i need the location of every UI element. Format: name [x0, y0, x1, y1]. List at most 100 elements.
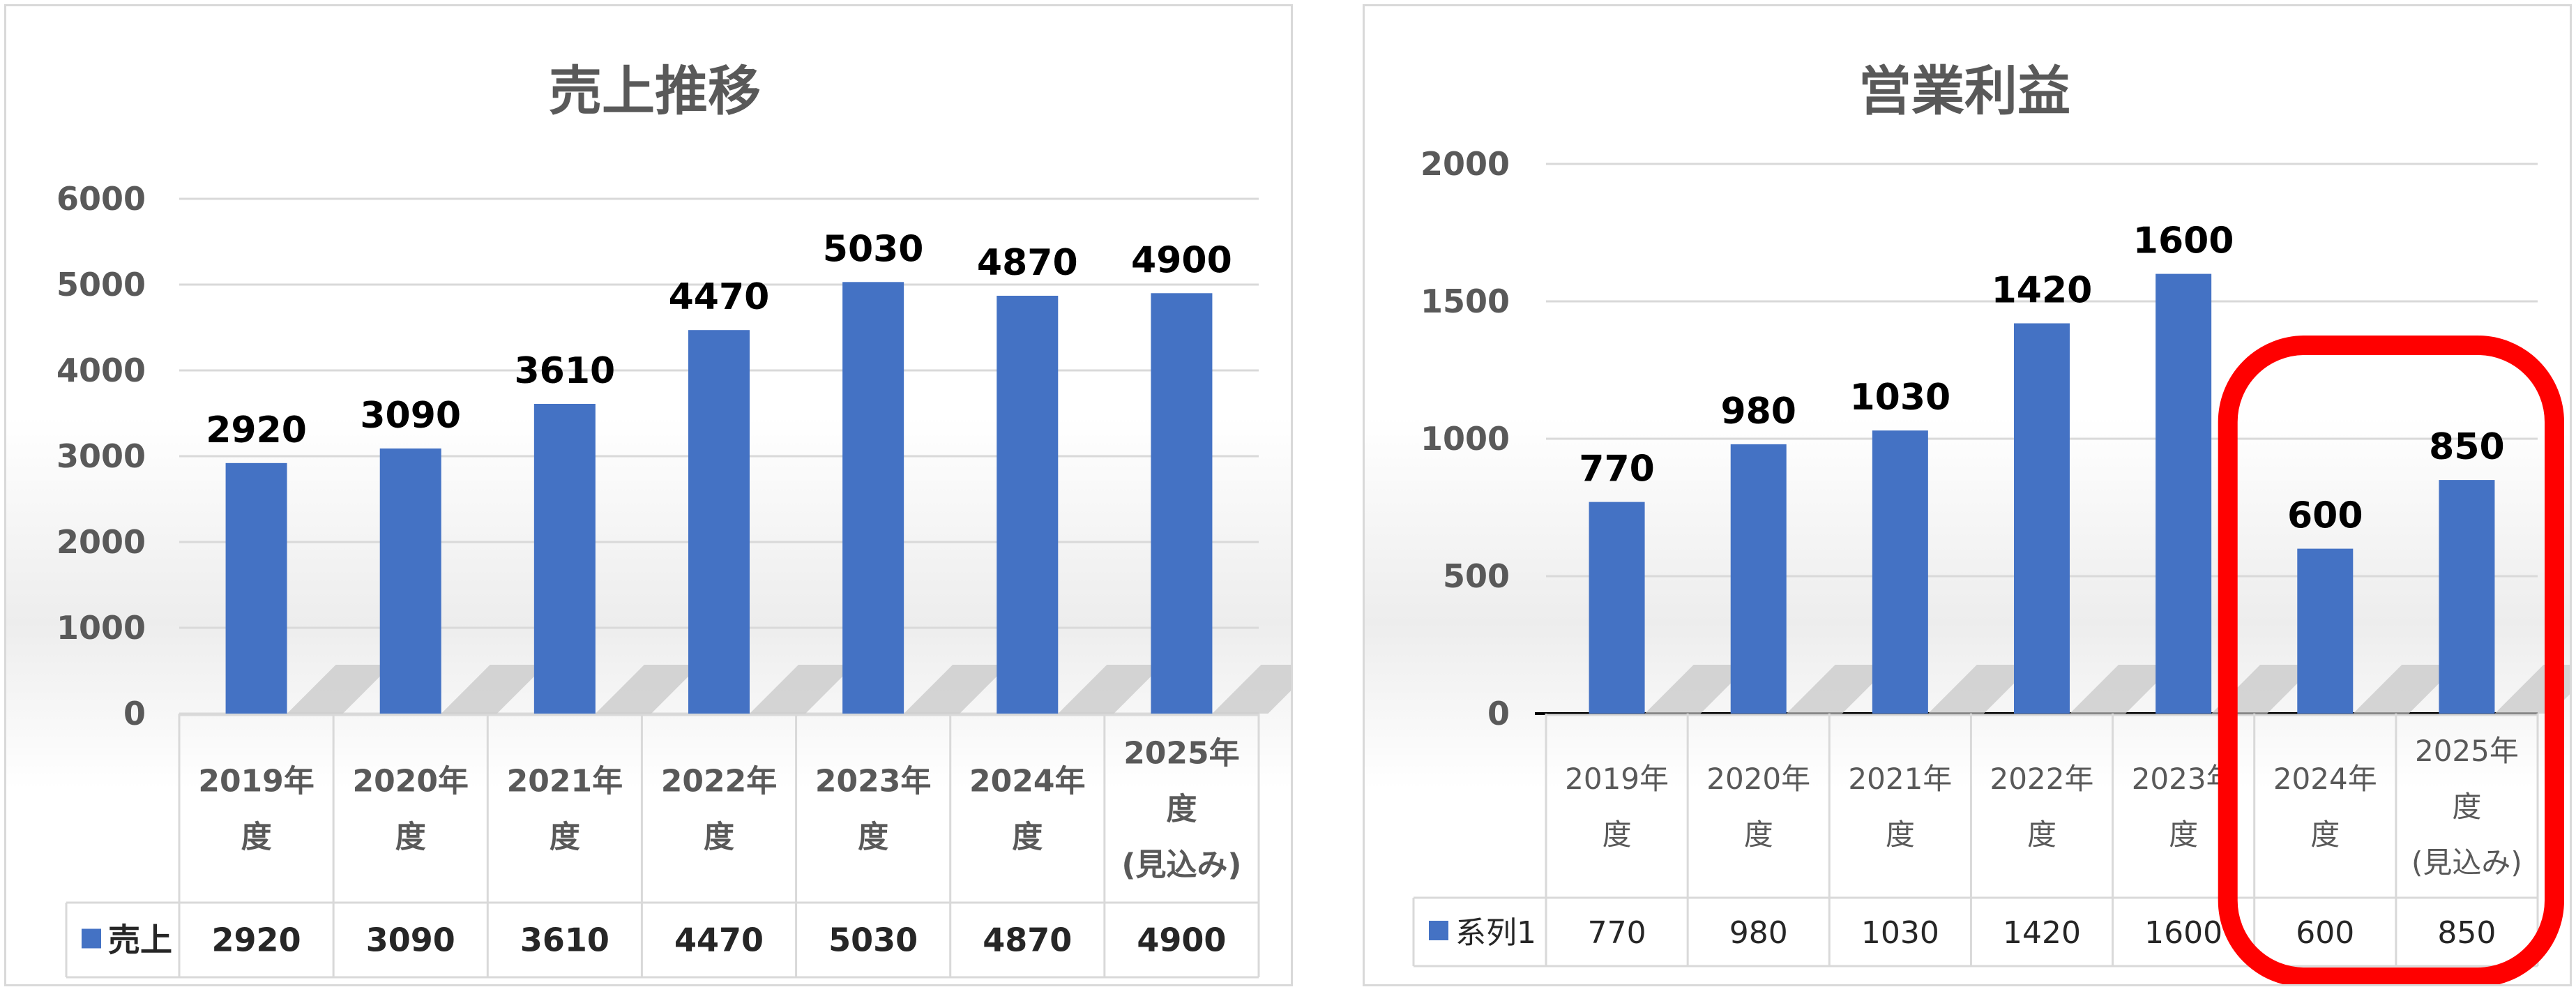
bar-0 [225, 462, 287, 714]
category-label: 2025年 [2415, 734, 2519, 768]
bar-5 [997, 295, 1059, 714]
bar-shadow [2353, 665, 2458, 714]
data-label: 5030 [823, 228, 924, 270]
y-tick-label: 1000 [56, 609, 146, 647]
y-tick-label: 1500 [1420, 283, 1510, 320]
chart-title: 売上推移 [549, 60, 761, 122]
category-label: 2019年 [1565, 762, 1669, 796]
data-label: 770 [1579, 449, 1655, 490]
bar-0 [1589, 502, 1645, 714]
category-label: 2021年 [507, 764, 623, 799]
category-label: 度 [241, 820, 272, 855]
category-label: 2019年 [198, 764, 314, 799]
category-label: 度 [704, 820, 734, 855]
legend-key [1429, 921, 1448, 940]
table-value: 4470 [674, 921, 764, 959]
table-value: 5030 [828, 921, 918, 959]
category-label: 度 [2452, 790, 2481, 824]
bar-1 [379, 448, 441, 714]
data-label: 1420 [1992, 270, 2093, 312]
data-label: 980 [1720, 391, 1796, 432]
data-label: 3610 [514, 350, 615, 392]
bar-5 [2297, 548, 2354, 714]
table-value: 980 [1729, 915, 1788, 951]
table-value: 1600 [2144, 915, 2222, 951]
category-label: 2020年 [1706, 762, 1810, 796]
table-value: 1030 [1861, 915, 1939, 951]
table-value: 1420 [2003, 915, 2081, 951]
bar-3 [688, 330, 750, 714]
chart-title: 営業利益 [1858, 60, 2070, 122]
bar-shadow [1212, 665, 1291, 714]
operating-profit-chart-panel: 営業利益 0 500 1000 1500 2000 770 980 1030 1420 1600 60… [1363, 4, 2572, 986]
series-name: 系列1 [1455, 915, 1536, 951]
bar-shadow [595, 665, 700, 714]
table-value: 770 [1588, 915, 1646, 951]
bar-2 [533, 403, 596, 714]
category-label: 2025年 [1123, 736, 1239, 771]
data-label: 2920 [206, 409, 307, 451]
sales-chart: 売上推移 0 1000 2000 3000 4000 5000 6000 2920 3090 361… [56, 60, 1291, 979]
category-label: 度 [550, 820, 580, 855]
y-tick-label: 500 [1443, 557, 1510, 595]
category-label: 2024年 [969, 764, 1085, 799]
data-label: 3090 [360, 395, 461, 437]
operating-profit-chart: 営業利益 0 500 1000 1500 2000 770 980 1030 1420 1600 60… [1412, 60, 2570, 984]
table-value: 4900 [1137, 921, 1226, 959]
bar-6 [2439, 480, 2495, 714]
table-value: 600 [2296, 915, 2354, 951]
highlight-box [2218, 336, 2564, 984]
y-tick-label: 2000 [1420, 145, 1510, 183]
bar-shadow [750, 665, 854, 714]
data-label: 4900 [1131, 239, 1232, 281]
series-name: 売上 [108, 921, 172, 959]
y-tick-label: 2000 [56, 523, 146, 561]
category-label: 度 [1603, 818, 1632, 852]
category-label: (見込み) [2411, 845, 2522, 880]
bar-4 [2155, 273, 2212, 714]
bar-1 [1730, 444, 1787, 714]
category-label: 度 [2027, 818, 2056, 852]
y-tick-label: 5000 [56, 266, 146, 303]
table-value: 3090 [366, 921, 455, 959]
bar-6 [1151, 293, 1213, 714]
bar-shadow [2070, 665, 2174, 714]
bar-2 [1872, 430, 1928, 714]
bar-shadow [904, 665, 1009, 714]
data-label: 1600 [2133, 220, 2234, 262]
y-tick-label: 3000 [56, 437, 146, 475]
category-label: 2023年 [815, 764, 931, 799]
bar-3 [2014, 323, 2070, 714]
category-label: 度 [1886, 818, 1915, 852]
bar-shadow [1927, 665, 2033, 714]
category-label: 2022年 [661, 764, 777, 799]
data-label: 600 [2287, 495, 2363, 537]
category-label: 度 [1166, 792, 1197, 827]
bar-shadow [441, 665, 546, 714]
y-tick-label: 0 [1487, 695, 1510, 732]
bar-shadow [1058, 665, 1163, 714]
data-label: 4470 [669, 276, 770, 318]
legend-key [82, 928, 101, 949]
bar-shadow [287, 665, 392, 714]
table-value: 4870 [983, 921, 1072, 959]
category-label: 2022年 [1990, 762, 2094, 796]
y-tick-label: 6000 [56, 180, 146, 218]
category-label: (見込み) [1121, 848, 1241, 883]
data-label: 1030 [1849, 377, 1950, 419]
table-value: 2920 [212, 921, 301, 959]
y-tick-label: 1000 [1420, 420, 1510, 458]
sales-chart-panel: 売上推移 0 1000 2000 3000 4000 5000 6000 2920 3090 361… [4, 4, 1293, 986]
bar-shadow [1786, 665, 1891, 714]
y-tick-label: 4000 [56, 352, 146, 389]
category-label: 度 [1012, 820, 1043, 855]
category-label: 度 [858, 820, 888, 855]
category-label: 度 [1744, 818, 1773, 852]
category-label: 2024年 [2273, 762, 2377, 796]
y-tick-label: 0 [123, 695, 146, 732]
table-value: 3610 [520, 921, 609, 959]
category-label: 2021年 [1848, 762, 1952, 796]
category-label: 2020年 [352, 764, 468, 799]
category-label: 度 [2169, 818, 2198, 852]
category-label: 度 [2310, 818, 2340, 852]
